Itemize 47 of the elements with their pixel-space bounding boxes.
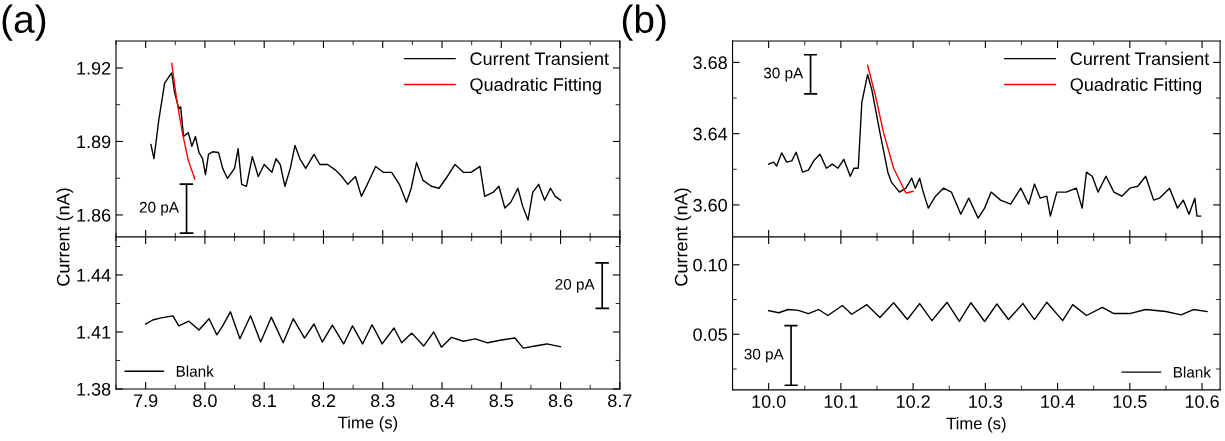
chart-title: (b) bbox=[622, 4, 666, 41]
x-axis-title: Time (s) bbox=[946, 417, 1006, 433]
x-tick-label: 10.1 bbox=[824, 395, 858, 408]
y-tick-label: 1.41 bbox=[77, 326, 111, 339]
y-tick-label: 3.60 bbox=[693, 198, 727, 212]
x-tick-label: 10.2 bbox=[896, 395, 930, 408]
x-tick-label: 10.6 bbox=[1185, 395, 1219, 408]
legend-label: Current Transient bbox=[1070, 51, 1210, 66]
x-tick-label: 8.7 bbox=[608, 394, 632, 408]
y-tick-label: 1.92 bbox=[77, 61, 111, 75]
y-tick-label: 1.38 bbox=[77, 382, 111, 396]
x-tick-label: 8.0 bbox=[193, 394, 217, 408]
x-tick-label: 8.1 bbox=[252, 394, 276, 408]
x-tick-label: 8.5 bbox=[489, 394, 514, 408]
annotation: 30 pA bbox=[744, 348, 784, 363]
annotation: 30 pA bbox=[763, 67, 804, 82]
line-series bbox=[144, 311, 562, 349]
x-tick-label: 8.6 bbox=[548, 394, 573, 408]
annotation: 20 pA bbox=[555, 278, 595, 293]
y-tick-label: 0.05 bbox=[693, 328, 727, 341]
y-tick-label: 0.10 bbox=[693, 258, 727, 272]
legend-label: Current Transient bbox=[470, 51, 609, 66]
x-tick-label: 10.3 bbox=[969, 395, 1003, 408]
chart-title: (a) bbox=[2, 4, 46, 41]
y-tick-label: 3.64 bbox=[693, 127, 728, 141]
line-series bbox=[171, 62, 196, 180]
x-axis-title: Time (s) bbox=[338, 416, 398, 432]
y-tick-label: 1.44 bbox=[77, 269, 111, 282]
x-tick-label: 10.0 bbox=[752, 395, 786, 408]
legend-label: Blank bbox=[1173, 366, 1211, 378]
line-series bbox=[866, 64, 914, 194]
y-axis-title: Current (nA) bbox=[56, 188, 74, 286]
x-tick-label: 8.2 bbox=[311, 394, 336, 408]
line-series bbox=[767, 301, 1208, 323]
legend-label: Quadratic Fitting bbox=[1070, 77, 1202, 95]
y-axis-title: Current (nA) bbox=[674, 188, 692, 286]
legend-label: Blank bbox=[176, 365, 214, 377]
x-tick-label: 8.4 bbox=[430, 394, 455, 408]
x-tick-label: 10.5 bbox=[1113, 395, 1147, 408]
y-tick-label: 3.68 bbox=[693, 56, 727, 70]
annotation: 20 pA bbox=[139, 201, 179, 216]
x-tick-label: 8.3 bbox=[370, 394, 395, 408]
x-tick-label: 7.9 bbox=[134, 394, 158, 408]
y-tick-label: 1.89 bbox=[77, 135, 111, 149]
y-tick-label: 1.86 bbox=[77, 208, 111, 222]
legend-label: Quadratic Fitting bbox=[470, 77, 601, 95]
x-tick-label: 10.4 bbox=[1041, 395, 1075, 408]
